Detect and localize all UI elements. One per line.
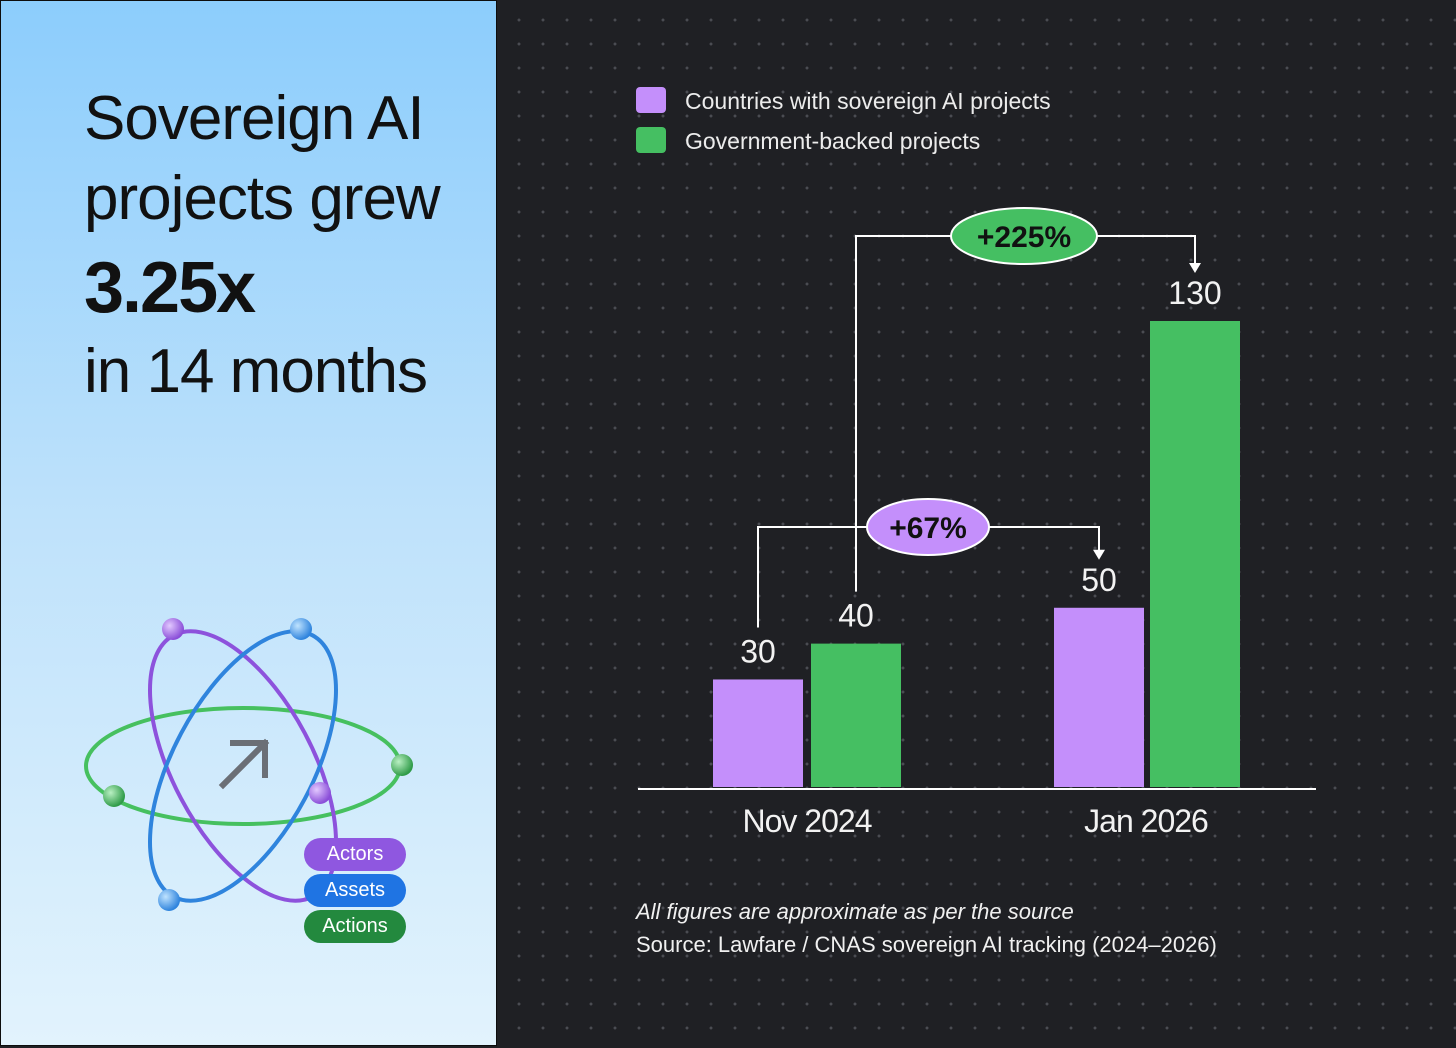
x-tick-label-0: Nov 2024 <box>743 803 872 839</box>
headline-line-1: Sovereign AI <box>84 84 425 153</box>
data-label-0-1: 50 <box>1081 562 1117 598</box>
growth-arrowhead-1 <box>1189 263 1201 273</box>
bar-countries-1 <box>1054 607 1144 787</box>
growth-badge-0 <box>866 498 990 556</box>
actors-pill: Actors <box>304 838 406 871</box>
headline-multiplier: 3.25x <box>84 248 256 328</box>
growth-arrowhead-0 <box>1093 549 1105 560</box>
data-label-1-0: 40 <box>838 598 874 634</box>
headline-line-4: in 14 months <box>84 337 428 406</box>
bar-countries-0 <box>713 679 803 787</box>
actions-pill: Actions <box>304 910 406 943</box>
assets-pill: Assets <box>304 874 406 907</box>
chart-panel: Countries with sovereign AI projects Gov… <box>499 0 1456 1048</box>
atom-arrow-icon <box>84 618 413 911</box>
headline-panel: Sovereign AI projects grew 3.25x in 14 m… <box>0 0 497 1046</box>
bar-chart: 30 50 40 130 Nov 2024 Jan 2026 +67% +225% <box>638 207 1316 839</box>
x-tick-label-1: Jan 2026 <box>1084 803 1208 839</box>
source-note: Source: Lawfare / CNAS sovereign AI trac… <box>636 932 1217 957</box>
legend-label-countries: Countries with sovereign AI projects <box>685 88 1051 114</box>
growth-label-1: +225% <box>977 221 1071 254</box>
bar-government-1 <box>1150 321 1240 787</box>
legend-swatch-government <box>636 127 666 153</box>
legend-swatch-countries <box>636 87 666 113</box>
bar-government-0 <box>811 643 901 787</box>
growth-badge-1 <box>950 207 1098 265</box>
legend-label-government: Government-backed projects <box>685 128 981 154</box>
headline-line-2: projects grew <box>84 164 441 233</box>
growth-label-0: +67% <box>889 512 967 545</box>
data-label-1-1: 130 <box>1168 275 1221 311</box>
disclaimer-note: All figures are approximate as per the s… <box>636 899 1074 924</box>
data-label-0-0: 30 <box>740 633 776 669</box>
